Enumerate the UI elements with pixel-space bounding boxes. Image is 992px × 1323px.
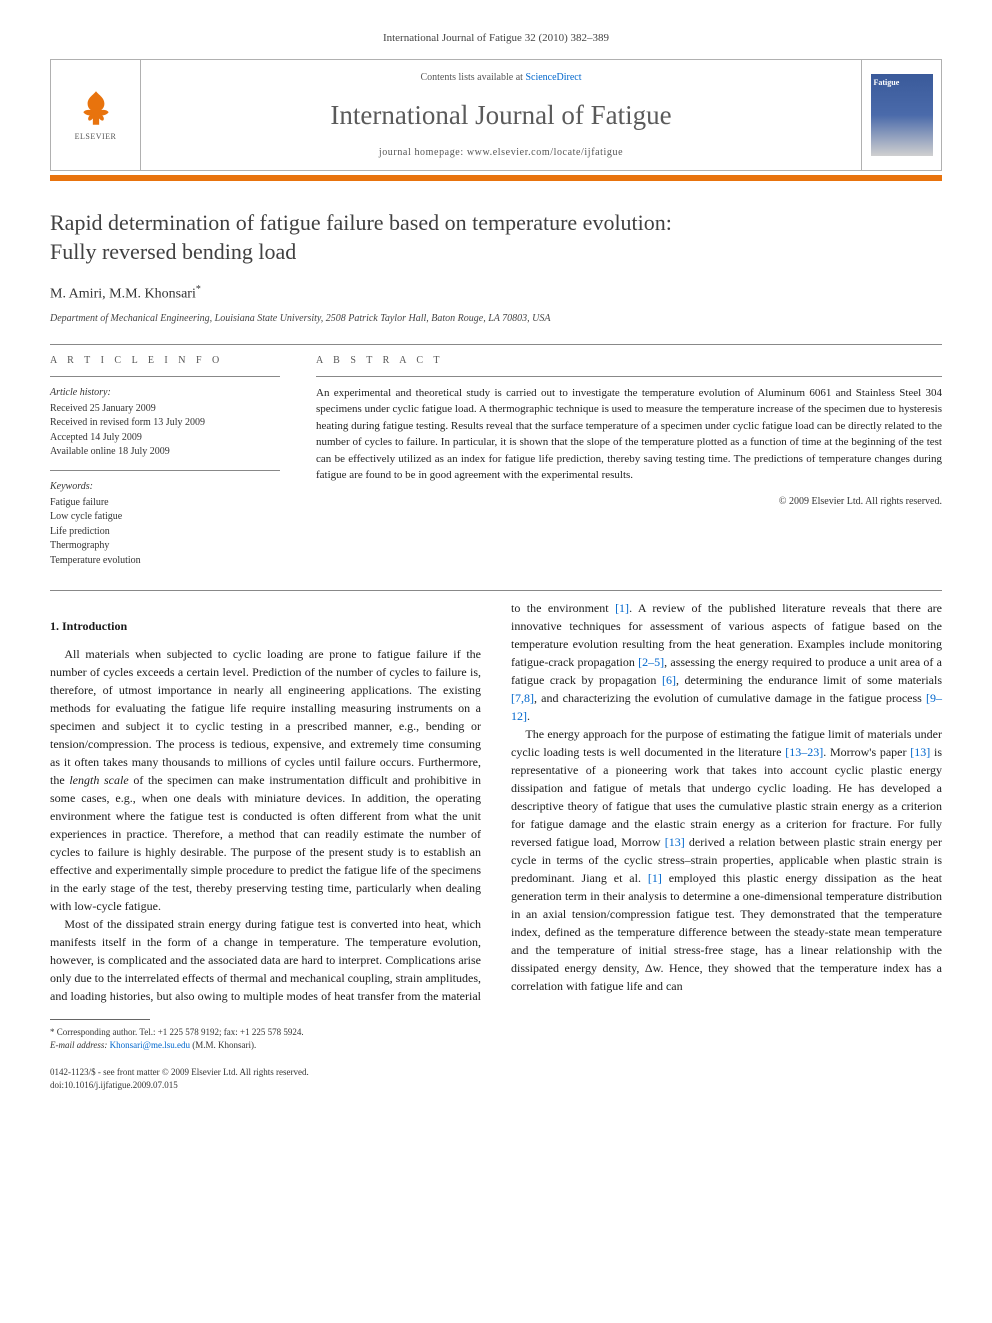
journal-name: International Journal of Fatigue [149, 95, 853, 136]
keyword-1: Fatigue failure [50, 496, 280, 511]
ref-13a[interactable]: [13] [910, 745, 930, 759]
corr-author-line: * Corresponding author. Tel.: +1 225 578… [50, 1026, 942, 1039]
author-names: M. Amiri, M.M. Khonsari [50, 287, 196, 302]
contents-text: Contents lists available at [420, 72, 525, 83]
p3c: is representative of a pioneering work t… [511, 745, 942, 849]
ref-6[interactable]: [6] [662, 673, 676, 687]
p1b-italic: length scale [69, 773, 128, 787]
history-received: Received 25 January 2009 [50, 402, 280, 417]
history-accepted: Accepted 14 July 2009 [50, 431, 280, 446]
abstract-divider [316, 376, 942, 377]
p3e: employed this plastic energy dissipation… [511, 871, 942, 993]
history-label: Article history: [50, 385, 280, 400]
orange-accent-bar [50, 175, 942, 181]
article-info-heading: A R T I C L E I N F O [50, 353, 280, 368]
p1c: of the specimen can make instrumentation… [50, 773, 481, 913]
corresponding-star: * [196, 284, 201, 295]
intro-para-3: The energy approach for the purpose of e… [511, 725, 942, 995]
ref-2-5[interactable]: [2–5] [638, 655, 664, 669]
p2d: , determining the endurance limit of som… [676, 673, 942, 687]
info-divider-1 [50, 376, 280, 377]
authors-line: M. Amiri, M.M. Khonsari* [50, 282, 942, 305]
email-label: E-mail address: [50, 1040, 107, 1050]
p2e: , and characterizing the evolution of cu… [534, 691, 926, 705]
title-line-2: Fully reversed bending load [50, 239, 296, 264]
keyword-2: Low cycle fatigue [50, 510, 280, 525]
keyword-5: Temperature evolution [50, 554, 280, 569]
elsevier-tree-icon [75, 87, 117, 129]
abstract-text: An experimental and theoretical study is… [316, 385, 942, 484]
header-citation: International Journal of Fatigue 32 (201… [50, 30, 942, 47]
corresponding-footnote: * Corresponding author. Tel.: +1 225 578… [50, 1026, 942, 1051]
abstract-copyright: © 2009 Elsevier Ltd. All rights reserved… [316, 494, 942, 509]
ref-7-8[interactable]: [7,8] [511, 691, 534, 705]
keywords-label: Keywords: [50, 479, 280, 494]
homepage-url[interactable]: www.elsevier.com/locate/ijfatigue [467, 147, 623, 158]
homepage-label: journal homepage: [379, 147, 467, 158]
history-online: Available online 18 July 2009 [50, 445, 280, 460]
footnote-separator [50, 1019, 150, 1020]
journal-homepage-line: journal homepage: www.elsevier.com/locat… [149, 145, 853, 160]
footer-copyright: 0142-1123/$ - see front matter © 2009 El… [50, 1066, 942, 1080]
article-title: Rapid determination of fatigue failure b… [50, 209, 942, 266]
journal-masthead: ELSEVIER Contents lists available at Sci… [50, 59, 942, 172]
article-info-block: A R T I C L E I N F O Article history: R… [50, 353, 280, 569]
contents-available-line: Contents lists available at ScienceDirec… [149, 70, 853, 85]
section-1-heading: 1. Introduction [50, 617, 481, 635]
abstract-heading: A B S T R A C T [316, 353, 942, 368]
keyword-4: Thermography [50, 539, 280, 554]
elsevier-logo: ELSEVIER [66, 85, 126, 145]
ref-13b[interactable]: [13] [665, 835, 685, 849]
email-suffix: (M.M. Khonsari). [190, 1040, 256, 1050]
title-line-1: Rapid determination of fatigue failure b… [50, 210, 672, 235]
ref-1b[interactable]: [1] [648, 871, 662, 885]
email-line: E-mail address: Khonsari@me.lsu.edu (M.M… [50, 1039, 942, 1052]
affiliation: Department of Mechanical Engineering, Lo… [50, 311, 942, 326]
keyword-3: Life prediction [50, 525, 280, 540]
cover-title: Fatigue [874, 77, 930, 89]
elsevier-label: ELSEVIER [75, 131, 117, 143]
p2f: . [527, 709, 530, 723]
history-revised: Received in revised form 13 July 2009 [50, 416, 280, 431]
divider-top [50, 344, 942, 345]
p1a: All materials when subjected to cyclic l… [50, 647, 481, 787]
journal-center: Contents lists available at ScienceDirec… [141, 60, 861, 171]
ref-1[interactable]: [1] [615, 601, 629, 615]
sciencedirect-link[interactable]: ScienceDirect [525, 72, 581, 83]
journal-cover-cell: Fatigue [861, 60, 941, 171]
journal-cover-thumb: Fatigue [871, 74, 933, 156]
footer-doi: doi:10.1016/j.ijfatigue.2009.07.015 [50, 1079, 942, 1093]
body-columns: 1. Introduction All materials when subje… [50, 599, 942, 1005]
email-link[interactable]: Khonsari@me.lsu.edu [110, 1040, 190, 1050]
info-divider-2 [50, 470, 280, 471]
publisher-logo-cell: ELSEVIER [51, 60, 141, 171]
divider-bottom-meta [50, 590, 942, 591]
ref-13-23[interactable]: [13–23] [785, 745, 823, 759]
p3b: . Morrow's paper [823, 745, 910, 759]
abstract-block: A B S T R A C T An experimental and theo… [316, 353, 942, 569]
intro-para-1: All materials when subjected to cyclic l… [50, 645, 481, 915]
meta-row: A R T I C L E I N F O Article history: R… [50, 353, 942, 569]
